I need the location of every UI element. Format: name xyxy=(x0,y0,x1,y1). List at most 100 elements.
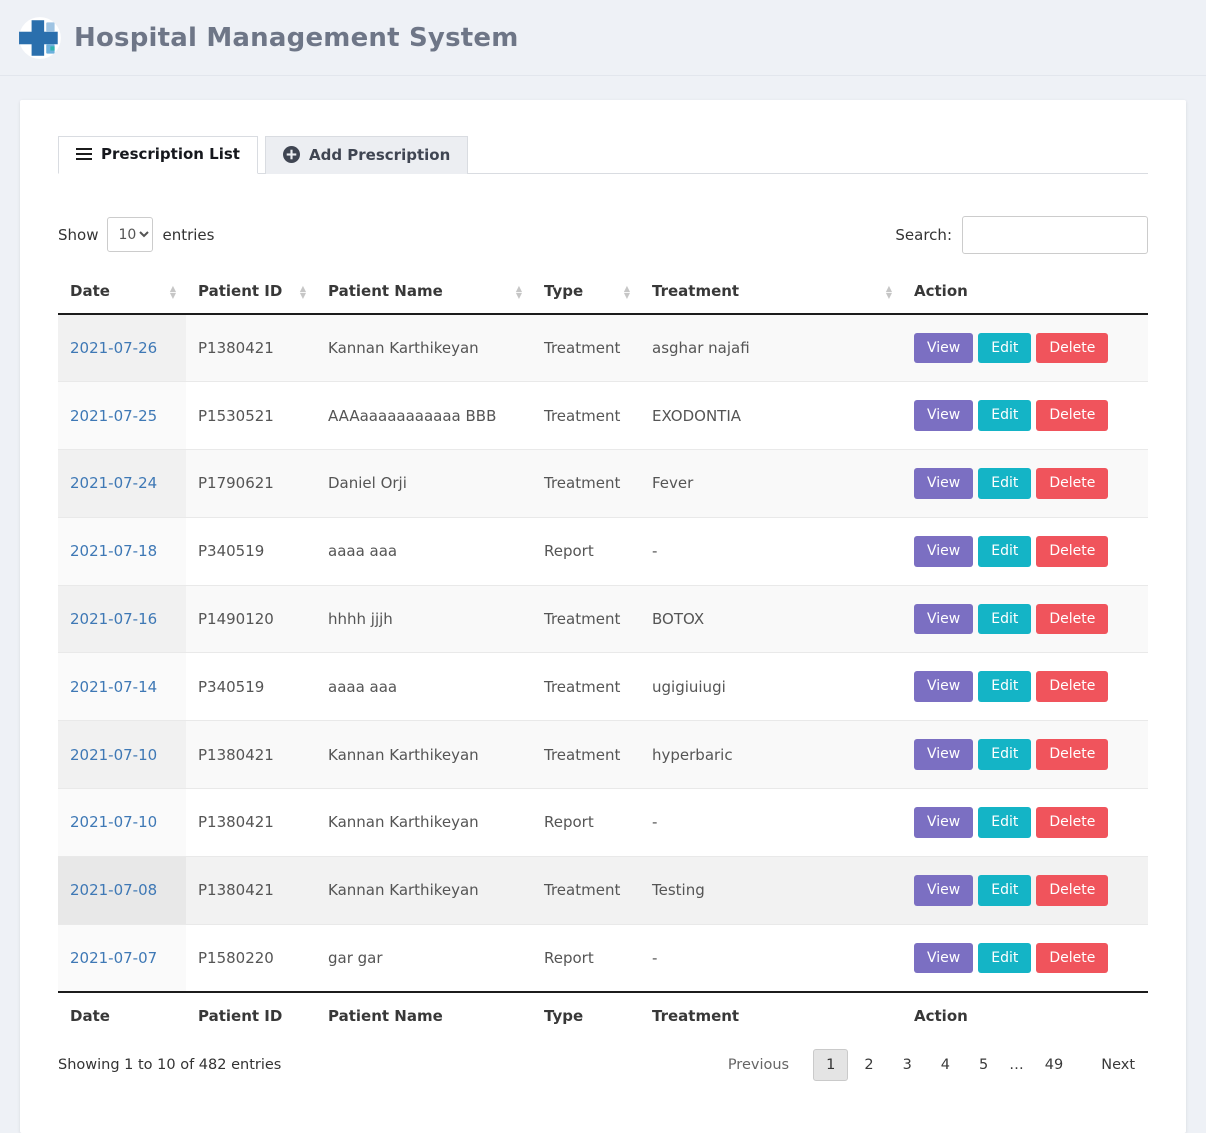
date-link[interactable]: 2021-07-24 xyxy=(70,474,157,492)
column-header-patient-id[interactable]: Patient ID▲▼ xyxy=(186,274,316,314)
date-link[interactable]: 2021-07-08 xyxy=(70,881,157,899)
search-input[interactable] xyxy=(962,216,1148,254)
delete-button[interactable]: Delete xyxy=(1036,943,1108,974)
delete-button[interactable]: Delete xyxy=(1036,333,1108,364)
table-body: 2021-07-26P1380421Kannan KarthikeyanTrea… xyxy=(58,314,1148,993)
treatment-cell: - xyxy=(640,924,902,992)
action-cell: ViewEditDelete xyxy=(902,721,1148,789)
patient-name-cell: Kannan Karthikeyan xyxy=(316,314,532,382)
date-cell: 2021-07-16 xyxy=(58,585,186,653)
pagination-previous-button[interactable]: Previous xyxy=(715,1049,802,1081)
patient-id-cell: P340519 xyxy=(186,653,316,721)
footer-column-patient-name: Patient Name xyxy=(316,992,532,1039)
date-link[interactable]: 2021-07-26 xyxy=(70,339,157,357)
table-footer-bar: Showing 1 to 10 of 482 entries Previous1… xyxy=(58,1049,1148,1081)
patient-id-cell: P1580220 xyxy=(186,924,316,992)
table-foot: DatePatient IDPatient NameTypeTreatmentA… xyxy=(58,992,1148,1039)
edit-button[interactable]: Edit xyxy=(978,807,1031,838)
pagination-page-2[interactable]: 2 xyxy=(851,1049,886,1081)
date-link[interactable]: 2021-07-10 xyxy=(70,813,157,831)
tab-bar: Prescription List Add Prescription xyxy=(58,136,1148,174)
pagination-next-button[interactable]: Next xyxy=(1088,1049,1148,1081)
column-header-date[interactable]: Date▲▼ xyxy=(58,274,186,314)
content-card: Prescription List Add Prescription Show … xyxy=(20,100,1186,1133)
patient-name-cell: Kannan Karthikeyan xyxy=(316,789,532,857)
action-cell: ViewEditDelete xyxy=(902,450,1148,518)
view-button[interactable]: View xyxy=(914,333,973,364)
view-button[interactable]: View xyxy=(914,943,973,974)
page-title: Hospital Management System xyxy=(74,23,519,53)
date-cell: 2021-07-14 xyxy=(58,653,186,721)
table-row: 2021-07-14P340519aaaa aaaTreatmentugigiu… xyxy=(58,653,1148,721)
column-header-treatment[interactable]: Treatment▲▼ xyxy=(640,274,902,314)
edit-button[interactable]: Edit xyxy=(978,875,1031,906)
patient-name-cell: aaaa aaa xyxy=(316,517,532,585)
delete-button[interactable]: Delete xyxy=(1036,875,1108,906)
type-cell: Treatment xyxy=(532,721,640,789)
date-link[interactable]: 2021-07-14 xyxy=(70,678,157,696)
column-header-type[interactable]: Type▲▼ xyxy=(532,274,640,314)
date-cell: 2021-07-10 xyxy=(58,789,186,857)
column-header-action: Action xyxy=(902,274,1148,314)
delete-button[interactable]: Delete xyxy=(1036,468,1108,499)
patient-name-cell: Kannan Karthikeyan xyxy=(316,856,532,924)
edit-button[interactable]: Edit xyxy=(978,671,1031,702)
tab-add-prescription[interactable]: Add Prescription xyxy=(265,136,468,174)
edit-button[interactable]: Edit xyxy=(978,604,1031,635)
view-button[interactable]: View xyxy=(914,536,973,567)
patient-name-cell: hhhh jjjh xyxy=(316,585,532,653)
view-button[interactable]: View xyxy=(914,807,973,838)
table-row: 2021-07-18P340519aaaa aaaReport-ViewEdit… xyxy=(58,517,1148,585)
table-row: 2021-07-16P1490120hhhh jjjhTreatmentBOTO… xyxy=(58,585,1148,653)
pagination-page-4[interactable]: 4 xyxy=(928,1049,963,1081)
delete-button[interactable]: Delete xyxy=(1036,536,1108,567)
edit-button[interactable]: Edit xyxy=(978,468,1031,499)
prescription-table: Date▲▼Patient ID▲▼Patient Name▲▼Type▲▼Tr… xyxy=(58,274,1148,1040)
pagination-page-1[interactable]: 1 xyxy=(813,1049,848,1081)
edit-button[interactable]: Edit xyxy=(978,400,1031,431)
table-row: 2021-07-08P1380421Kannan KarthikeyanTrea… xyxy=(58,856,1148,924)
view-button[interactable]: View xyxy=(914,468,973,499)
edit-button[interactable]: Edit xyxy=(978,536,1031,567)
footer-column-treatment: Treatment xyxy=(640,992,902,1039)
pagination-page-49[interactable]: 49 xyxy=(1032,1049,1076,1081)
search-control: Search: xyxy=(895,216,1148,254)
date-link[interactable]: 2021-07-07 xyxy=(70,949,157,967)
date-link[interactable]: 2021-07-25 xyxy=(70,407,157,425)
delete-button[interactable]: Delete xyxy=(1036,604,1108,635)
delete-button[interactable]: Delete xyxy=(1036,400,1108,431)
patient-id-cell: P1790621 xyxy=(186,450,316,518)
edit-button[interactable]: Edit xyxy=(978,943,1031,974)
date-link[interactable]: 2021-07-16 xyxy=(70,610,157,628)
patient-id-cell: P1380421 xyxy=(186,314,316,382)
tab-label: Prescription List xyxy=(101,146,240,163)
treatment-cell: BOTOX xyxy=(640,585,902,653)
footer-column-action: Action xyxy=(902,992,1148,1039)
view-button[interactable]: View xyxy=(914,671,973,702)
view-button[interactable]: View xyxy=(914,604,973,635)
column-header-patient-name[interactable]: Patient Name▲▼ xyxy=(316,274,532,314)
tab-prescription-list[interactable]: Prescription List xyxy=(58,136,258,174)
pagination-page-3[interactable]: 3 xyxy=(890,1049,925,1081)
show-label: Show xyxy=(58,226,98,244)
plus-circle-icon xyxy=(283,146,300,163)
column-label: Treatment xyxy=(652,282,739,300)
patient-id-cell: P1530521 xyxy=(186,382,316,450)
edit-button[interactable]: Edit xyxy=(978,739,1031,770)
delete-button[interactable]: Delete xyxy=(1036,671,1108,702)
delete-button[interactable]: Delete xyxy=(1036,807,1108,838)
edit-button[interactable]: Edit xyxy=(978,333,1031,364)
date-link[interactable]: 2021-07-18 xyxy=(70,542,157,560)
date-cell: 2021-07-07 xyxy=(58,924,186,992)
date-cell: 2021-07-10 xyxy=(58,721,186,789)
pagination-page-5[interactable]: 5 xyxy=(966,1049,1001,1081)
view-button[interactable]: View xyxy=(914,875,973,906)
delete-button[interactable]: Delete xyxy=(1036,739,1108,770)
date-link[interactable]: 2021-07-10 xyxy=(70,746,157,764)
action-cell: ViewEditDelete xyxy=(902,789,1148,857)
view-button[interactable]: View xyxy=(914,739,973,770)
entries-select[interactable]: 10 xyxy=(107,217,153,252)
treatment-cell: - xyxy=(640,517,902,585)
column-label: Patient Name xyxy=(328,282,443,300)
view-button[interactable]: View xyxy=(914,400,973,431)
